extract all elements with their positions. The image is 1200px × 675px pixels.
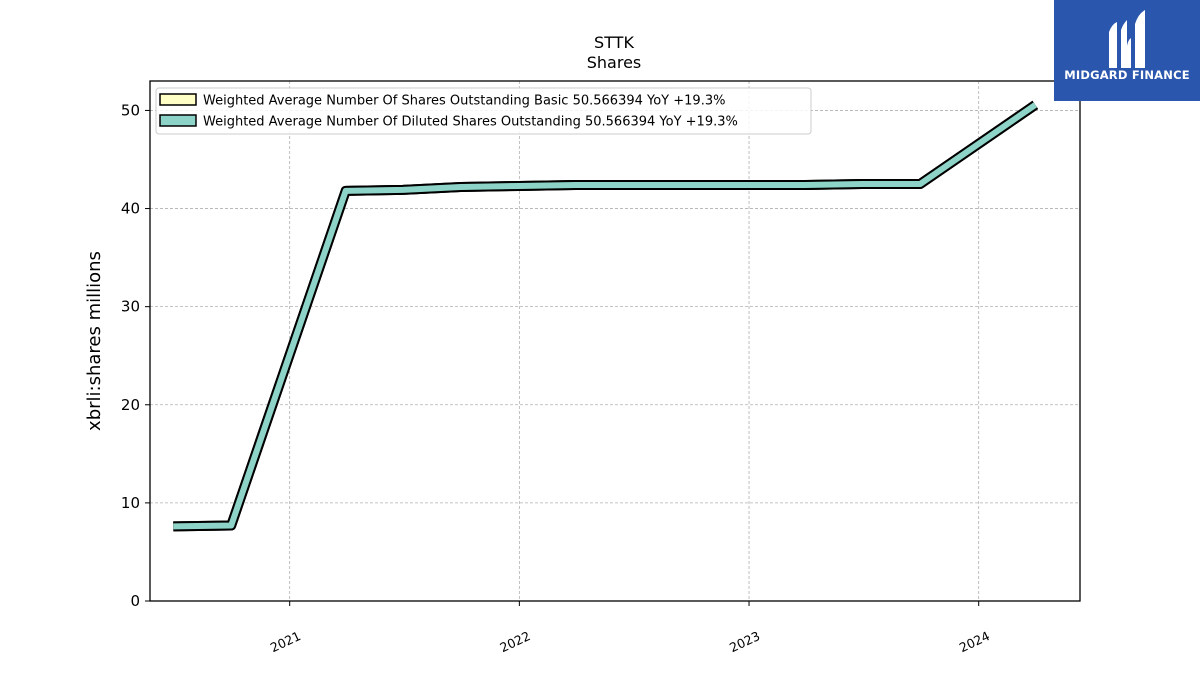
x-tick-label: 2023 bbox=[727, 628, 762, 655]
y-tick-label: 40 bbox=[121, 200, 140, 218]
data-point bbox=[458, 185, 463, 190]
x-tick-label: 2022 bbox=[497, 628, 532, 655]
logo-text: MIDGARD FINANCE bbox=[1064, 68, 1190, 82]
legend-swatch bbox=[159, 114, 197, 127]
y-tick-label: 30 bbox=[121, 298, 140, 316]
y-tick-label: 20 bbox=[121, 396, 140, 414]
legend-swatch bbox=[159, 93, 197, 106]
data-point bbox=[516, 184, 521, 189]
x-tick-label: 2024 bbox=[957, 628, 992, 655]
data-point bbox=[1033, 102, 1038, 107]
data-point bbox=[229, 523, 234, 528]
data-point bbox=[573, 183, 578, 188]
series-line bbox=[173, 102, 1037, 530]
y-tick-label: 0 bbox=[130, 592, 140, 610]
data-point bbox=[860, 182, 865, 187]
midgard-logo-icon bbox=[1109, 10, 1145, 68]
x-tick-label: 2021 bbox=[268, 628, 303, 655]
chart-subtitle: Shares bbox=[587, 53, 642, 72]
y-ticks: 0 10 20 30 40 50 bbox=[121, 101, 150, 610]
data-point bbox=[918, 182, 923, 187]
chart-title: STTK bbox=[594, 33, 634, 52]
legend: Weighted Average Number Of Shares Outsta… bbox=[155, 87, 812, 135]
brand-logo: MIDGARD FINANCE bbox=[1054, 0, 1200, 101]
data-point bbox=[171, 524, 176, 529]
data-point bbox=[746, 183, 751, 188]
plot-frame bbox=[149, 80, 1081, 602]
data-point bbox=[400, 187, 405, 192]
data-point bbox=[630, 183, 635, 188]
y-tick-label: 10 bbox=[121, 494, 140, 512]
y-tick-label: 50 bbox=[121, 101, 140, 119]
series-layer bbox=[171, 100, 1039, 532]
data-point bbox=[688, 183, 693, 188]
y-axis-label: xbrli:shares millions bbox=[84, 251, 105, 431]
legend-box bbox=[155, 87, 812, 135]
legend-label: Weighted Average Number Of Shares Outsta… bbox=[203, 94, 725, 109]
legend-label: Weighted Average Number Of Diluted Share… bbox=[203, 115, 738, 130]
x-ticks: 2021 2022 2023 2024 bbox=[268, 601, 992, 655]
data-point bbox=[803, 183, 808, 188]
data-point bbox=[343, 188, 348, 193]
